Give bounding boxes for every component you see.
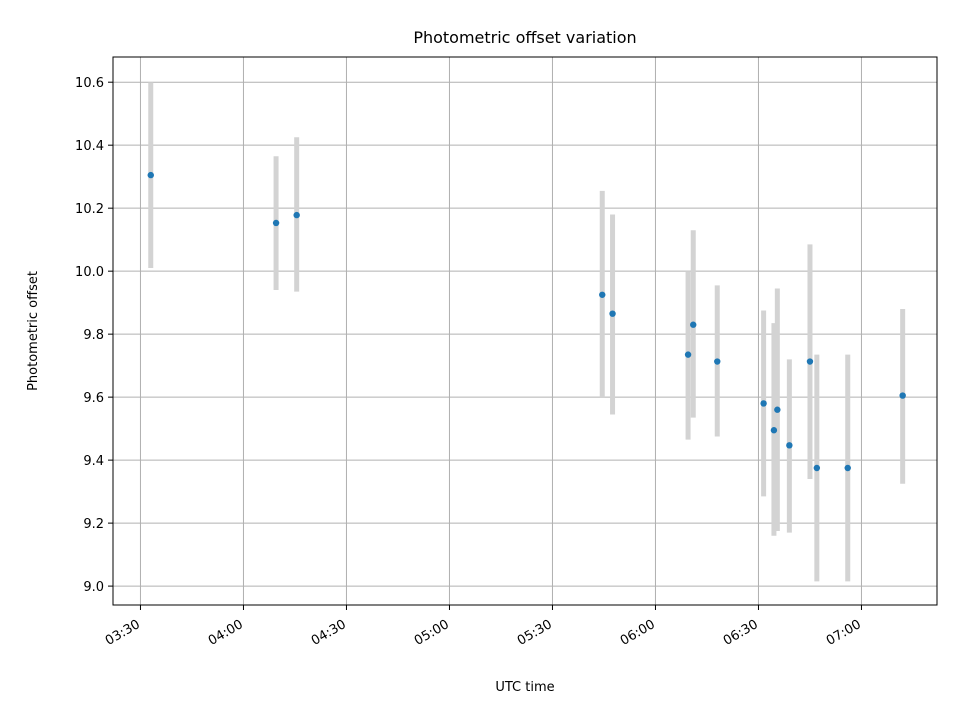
data-point [760, 400, 767, 407]
y-tick-label: 9.2 [83, 517, 104, 532]
y-tick-label: 9.6 [83, 391, 104, 406]
y-tick-label: 10.2 [75, 202, 104, 217]
data-point [806, 358, 814, 365]
y-axis-label: Photometric offset [26, 271, 41, 391]
data-point [813, 464, 821, 472]
data-point [599, 291, 606, 298]
chart-title: Photometric offset variation [413, 28, 636, 47]
y-tick-label: 9.8 [83, 328, 104, 343]
data-point [293, 211, 300, 219]
y-tick-label: 10.6 [75, 76, 104, 91]
data-point [147, 171, 154, 179]
data-point [844, 464, 851, 472]
data-point [899, 392, 906, 399]
y-tick-label: 9.0 [83, 580, 104, 595]
data-point [272, 219, 280, 227]
grid-layer [113, 57, 937, 605]
data-point [770, 427, 778, 434]
y-axis-ticks: 9.0 9.2 9.4 9.6 9.8 10.0 10.2 10.4 10.6 [75, 76, 113, 595]
data-point [684, 351, 692, 358]
y-tick-label: 10.4 [75, 139, 104, 154]
data-point [786, 442, 793, 449]
x-axis-label: UTC time [495, 680, 554, 695]
plot-frame [112, 56, 938, 606]
y-tick-label: 9.4 [83, 454, 104, 469]
data-point [714, 358, 721, 365]
point-layer [147, 171, 906, 472]
y-tick-label: 10.0 [75, 265, 104, 280]
data-point [774, 406, 781, 413]
data-point [609, 310, 616, 317]
data-point [690, 321, 697, 328]
